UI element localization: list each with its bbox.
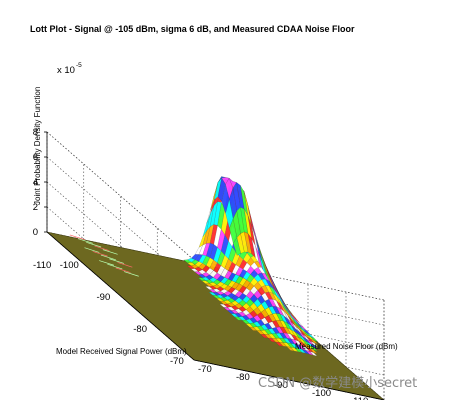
noise-streak bbox=[92, 251, 108, 257]
z-axis-label: Joint Probability Density Function bbox=[33, 87, 42, 205]
x-tick-label: -100 bbox=[312, 388, 331, 399]
grid-line bbox=[46, 131, 195, 261]
noise-streak bbox=[77, 238, 93, 244]
z-tick-label: 4 bbox=[33, 177, 38, 188]
z-tick-label: 8 bbox=[33, 127, 38, 138]
noise-streak bbox=[69, 234, 85, 240]
y-tick-label: -100 bbox=[60, 260, 79, 271]
noise-streak bbox=[123, 271, 139, 277]
chart-axes: 02468-100-90-80-70-110-120-110-100-90-80… bbox=[33, 127, 385, 400]
chart-title: Lott Plot - Signal @ -105 dBm, sigma 6 d… bbox=[30, 24, 355, 34]
watermark: CSDN @数学建模小secret bbox=[258, 375, 417, 391]
noise-streak bbox=[102, 249, 118, 255]
x-tick-label: -70 bbox=[198, 364, 212, 375]
noise-streak bbox=[115, 267, 131, 273]
noise-streak bbox=[109, 258, 125, 264]
x-axis-label: Measured Noise Floor (dBm) bbox=[295, 342, 398, 351]
noise-streak bbox=[100, 254, 116, 261]
y-axis-line bbox=[46, 231, 195, 361]
noise-streak bbox=[117, 262, 133, 268]
y-axis-label: Model Received Signal Power (dBm) bbox=[56, 347, 187, 356]
surface-facet bbox=[233, 237, 241, 256]
x-axis-line bbox=[193, 359, 385, 400]
z-tick-label: 6 bbox=[33, 152, 38, 163]
z-tick-label: 2 bbox=[33, 202, 38, 213]
y-tick-label: -80 bbox=[133, 324, 147, 335]
y-tick-label: -110 bbox=[33, 260, 51, 271]
z-scale-exponent: -5 bbox=[76, 62, 82, 69]
noise-streak bbox=[99, 260, 115, 266]
noise-streak bbox=[84, 247, 100, 253]
z-scale-label: x 10 bbox=[57, 65, 75, 76]
density-surface bbox=[45, 176, 385, 400]
noise-streak bbox=[107, 263, 123, 270]
noise-streak bbox=[94, 245, 110, 252]
y-tick-label: -90 bbox=[97, 292, 111, 303]
z-tick-label: 0 bbox=[33, 227, 38, 238]
x-tick-label: -90 bbox=[274, 380, 288, 391]
x-tick-label: -110 bbox=[350, 396, 368, 400]
noise-streak bbox=[86, 241, 102, 248]
y-tick-label: -70 bbox=[170, 356, 184, 367]
x-tick-label: -80 bbox=[236, 372, 250, 383]
